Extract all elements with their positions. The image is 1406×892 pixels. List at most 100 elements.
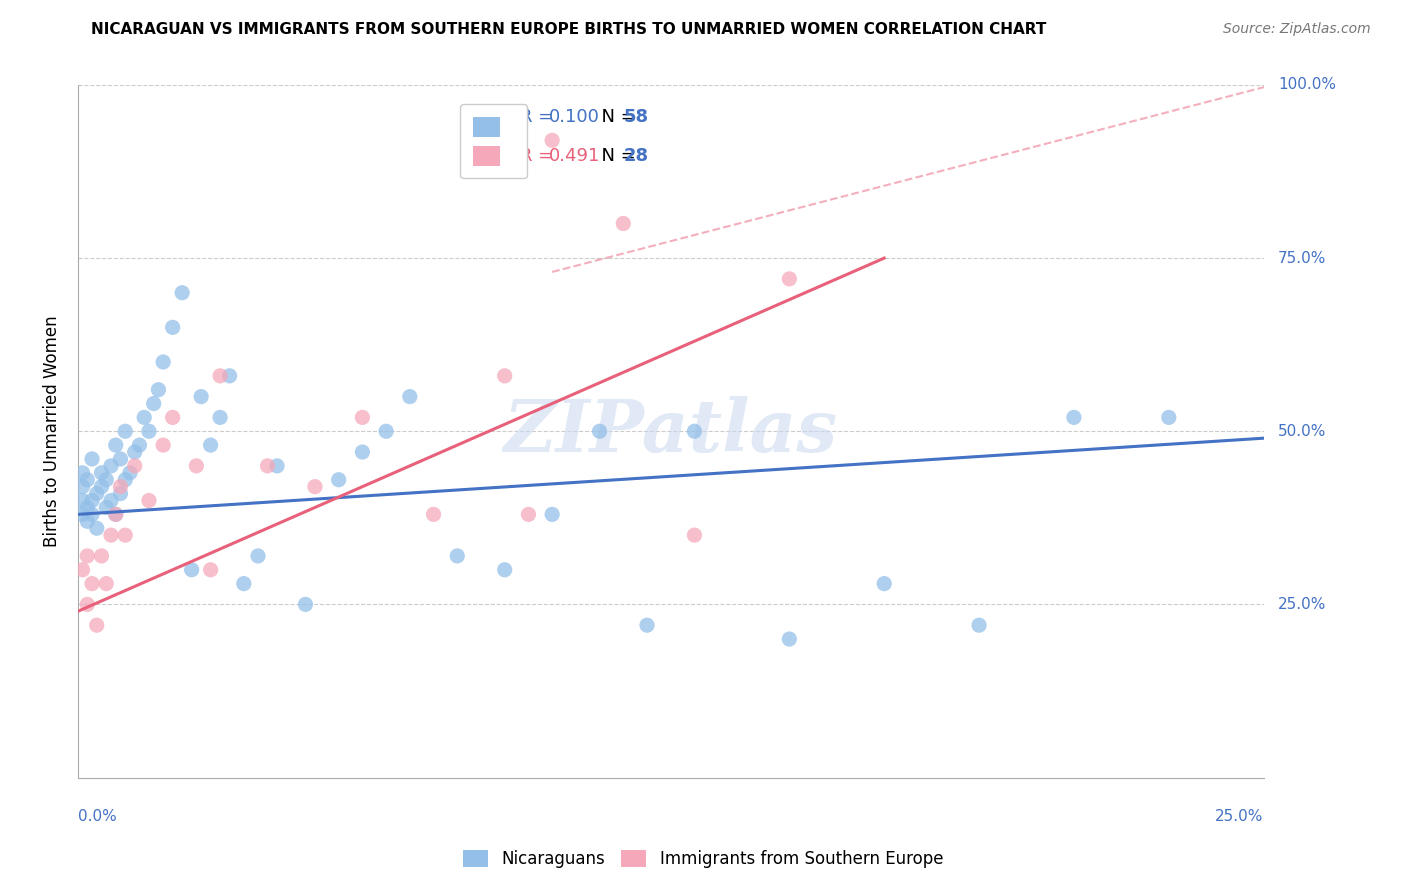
Point — [375, 424, 398, 438]
Point — [72, 563, 94, 577]
Legend: , : , — [460, 104, 527, 178]
Point — [517, 508, 540, 522]
Point — [142, 396, 165, 410]
Point — [76, 549, 98, 563]
Text: 28: 28 — [623, 147, 648, 165]
Point — [172, 285, 194, 300]
Point — [304, 480, 326, 494]
Point — [100, 458, 122, 473]
Text: NICARAGUAN VS IMMIGRANTS FROM SOUTHERN EUROPE BIRTHS TO UNMARRIED WOMEN CORRELAT: NICARAGUAN VS IMMIGRANTS FROM SOUTHERN E… — [91, 22, 1046, 37]
Text: 58: 58 — [623, 108, 648, 126]
Text: 0.491: 0.491 — [548, 147, 600, 165]
Point — [104, 508, 127, 522]
Point — [266, 458, 288, 473]
Point — [76, 500, 98, 515]
Point — [232, 576, 254, 591]
Text: 50.0%: 50.0% — [1278, 424, 1326, 439]
Point — [180, 563, 202, 577]
Point — [541, 133, 564, 147]
Point — [218, 368, 240, 383]
Text: 0.100: 0.100 — [548, 108, 599, 126]
Point — [162, 320, 184, 334]
Point — [138, 424, 160, 438]
Point — [873, 576, 896, 591]
Point — [72, 480, 94, 494]
Y-axis label: Births to Unmarried Women: Births to Unmarried Women — [44, 316, 60, 547]
Point — [90, 466, 112, 480]
Point — [247, 549, 270, 563]
Point — [200, 438, 222, 452]
Point — [80, 508, 103, 522]
Point — [124, 445, 146, 459]
Point — [778, 272, 800, 286]
Point — [72, 493, 94, 508]
Point — [96, 473, 118, 487]
Text: ZIPatlas: ZIPatlas — [503, 396, 838, 467]
Point — [162, 410, 184, 425]
Point — [1157, 410, 1180, 425]
Point — [1063, 410, 1085, 425]
Point — [104, 438, 127, 452]
Text: 0.0%: 0.0% — [77, 809, 117, 823]
Point — [200, 563, 222, 577]
Point — [114, 528, 136, 542]
Text: 75.0%: 75.0% — [1278, 251, 1326, 266]
Point — [118, 466, 141, 480]
Point — [328, 473, 350, 487]
Point — [86, 521, 108, 535]
Point — [72, 508, 94, 522]
Point — [90, 549, 112, 563]
Point — [294, 598, 316, 612]
Point — [967, 618, 990, 632]
Point — [110, 486, 132, 500]
Point — [110, 452, 132, 467]
Point — [352, 445, 374, 459]
Text: N =: N = — [591, 108, 641, 126]
Point — [148, 383, 170, 397]
Legend: Nicaraguans, Immigrants from Southern Europe: Nicaraguans, Immigrants from Southern Eu… — [456, 843, 950, 875]
Point — [76, 598, 98, 612]
Point — [110, 480, 132, 494]
Text: 100.0%: 100.0% — [1278, 78, 1336, 93]
Point — [80, 452, 103, 467]
Point — [96, 576, 118, 591]
Point — [80, 493, 103, 508]
Point — [90, 480, 112, 494]
Point — [190, 390, 212, 404]
Point — [352, 410, 374, 425]
Text: R =: R = — [520, 108, 560, 126]
Point — [256, 458, 278, 473]
Point — [494, 368, 516, 383]
Point — [683, 424, 706, 438]
Point — [152, 438, 174, 452]
Point — [778, 632, 800, 646]
Point — [80, 576, 103, 591]
Text: 25.0%: 25.0% — [1278, 597, 1326, 612]
Point — [72, 466, 94, 480]
Point — [446, 549, 468, 563]
Point — [76, 514, 98, 528]
Text: Source: ZipAtlas.com: Source: ZipAtlas.com — [1223, 22, 1371, 37]
Point — [76, 473, 98, 487]
Text: N =: N = — [591, 147, 641, 165]
Point — [152, 355, 174, 369]
Point — [541, 508, 564, 522]
Point — [588, 424, 610, 438]
Point — [398, 390, 420, 404]
Point — [86, 486, 108, 500]
Point — [134, 410, 156, 425]
Point — [636, 618, 658, 632]
Point — [683, 528, 706, 542]
Point — [114, 473, 136, 487]
Point — [209, 368, 232, 383]
Point — [114, 424, 136, 438]
Text: 25.0%: 25.0% — [1215, 809, 1264, 823]
Point — [104, 508, 127, 522]
Point — [96, 500, 118, 515]
Point — [128, 438, 150, 452]
Point — [138, 493, 160, 508]
Point — [100, 493, 122, 508]
Point — [612, 217, 634, 231]
Point — [422, 508, 444, 522]
Point — [124, 458, 146, 473]
